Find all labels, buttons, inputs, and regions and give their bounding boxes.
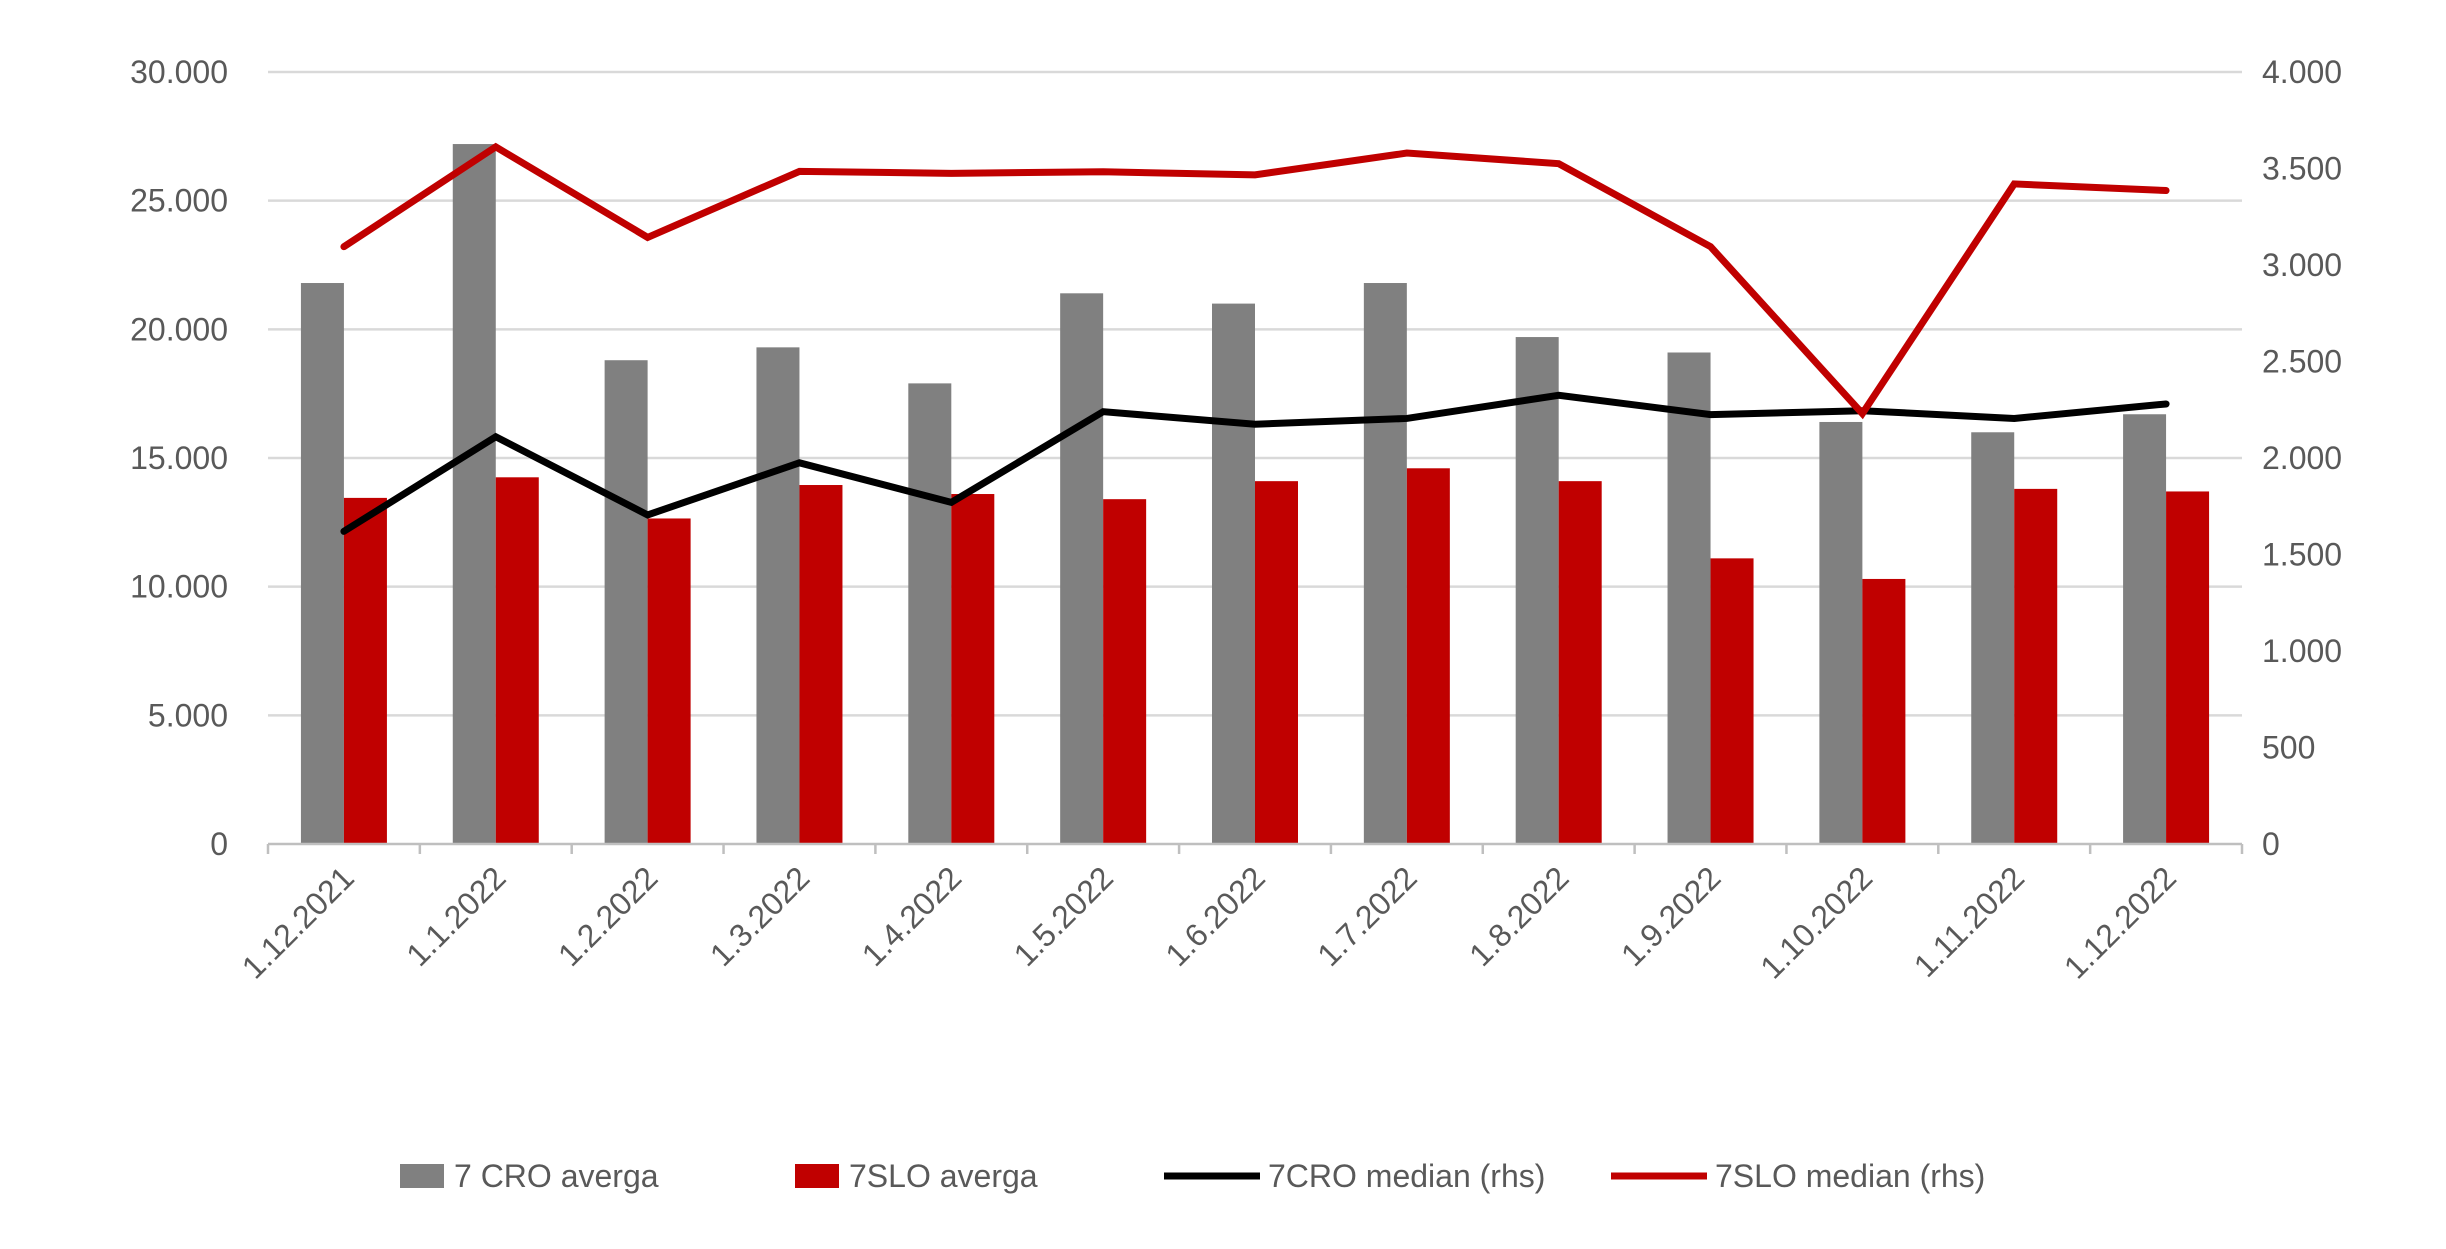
- bar-cro-average: [2123, 414, 2167, 844]
- bar-slo-average: [495, 477, 539, 844]
- bar-slo-average: [647, 518, 691, 844]
- right-tick-label: 0: [2262, 826, 2280, 862]
- bar-slo-average: [1862, 578, 1906, 844]
- legend-label: 7CRO median (rhs): [1268, 1158, 1545, 1194]
- legend-label: 7SLO averga: [849, 1158, 1038, 1194]
- left-tick-label: 30.000: [130, 54, 228, 90]
- bar-cro-average: [756, 347, 800, 844]
- right-tick-label: 500: [2262, 730, 2315, 766]
- bar-slo-average: [799, 485, 843, 844]
- bar-cro-average: [452, 144, 496, 844]
- x-tick-label: 1.4.2022: [855, 859, 969, 973]
- x-tick-label: 1.2.2022: [551, 859, 665, 973]
- x-tick-label: 1.12.2022: [2057, 859, 2183, 985]
- bar-slo-average: [951, 494, 995, 844]
- lines: [340, 142, 2170, 535]
- right-tick-label: 2.500: [2262, 344, 2342, 380]
- legend: 7 CRO averga 7SLO averga 7CRO median (rhs)…: [400, 1158, 1985, 1194]
- left-tick-label: 0: [210, 826, 228, 862]
- bar-slo-average: [1406, 468, 1450, 844]
- x-tick-label: 1.8.2022: [1462, 859, 1576, 973]
- legend-swatch: [795, 1164, 839, 1188]
- bar-slo-average: [2014, 488, 2058, 844]
- right-tick-label: 4.000: [2262, 54, 2342, 90]
- right-tick-label: 3.500: [2262, 151, 2342, 187]
- right-tick-label: 2.000: [2262, 440, 2342, 476]
- bar-cro-average: [1971, 432, 2015, 844]
- bar-cro-average: [1363, 283, 1407, 845]
- left-tick-label: 10.000: [130, 569, 228, 605]
- bar-cro-average: [1212, 303, 1255, 845]
- right-tick-label: 3.000: [2262, 247, 2342, 283]
- bar-cro-average: [1515, 337, 1559, 844]
- bar-cro-average: [604, 360, 648, 844]
- line-slo-median: [340, 142, 2170, 420]
- x-tick-label: 1.7.2022: [1310, 859, 1424, 973]
- bar-cro-average: [1060, 293, 1104, 845]
- legend-label: 7 CRO averga: [454, 1158, 659, 1194]
- x-tick-label: 1.6.2022: [1158, 859, 1272, 973]
- right-tick-label: 1.000: [2262, 633, 2342, 669]
- legend-label: 7SLO median (rhs): [1715, 1158, 1985, 1194]
- x-tick-label: 1.9.2022: [1614, 859, 1728, 973]
- bar-cro-average: [1667, 352, 1711, 844]
- bar-cro-average: [908, 383, 952, 844]
- left-tick-label: 5.000: [148, 697, 228, 733]
- bar-slo-average: [1255, 481, 1298, 844]
- bar-cro-average: [1819, 421, 1863, 844]
- x-tick-label: 1.1.2022: [399, 859, 513, 973]
- x-tick-label: 1.11.2022: [1907, 859, 2031, 983]
- right-tick-label: 1.500: [2262, 537, 2342, 573]
- bar-slo-average: [2166, 491, 2210, 844]
- left-tick-label: 25.000: [130, 183, 228, 219]
- bar-slo-average: [343, 497, 387, 844]
- left-tick-label: 20.000: [130, 311, 228, 347]
- left-tick-label: 15.000: [130, 440, 228, 476]
- legend-swatch: [400, 1164, 444, 1188]
- bar-slo-average: [1558, 481, 1602, 844]
- x-tick-label: 1.3.2022: [703, 859, 817, 973]
- bar-cro-average: [300, 283, 344, 845]
- x-tick-label: 1.12.2021: [235, 859, 361, 985]
- x-tick-label: 1.10.2022: [1753, 859, 1879, 985]
- bars: [300, 144, 2210, 845]
- bar-slo-average: [1710, 558, 1754, 844]
- bar-slo-average: [1103, 499, 1147, 844]
- x-tick-label: 1.5.2022: [1007, 859, 1121, 973]
